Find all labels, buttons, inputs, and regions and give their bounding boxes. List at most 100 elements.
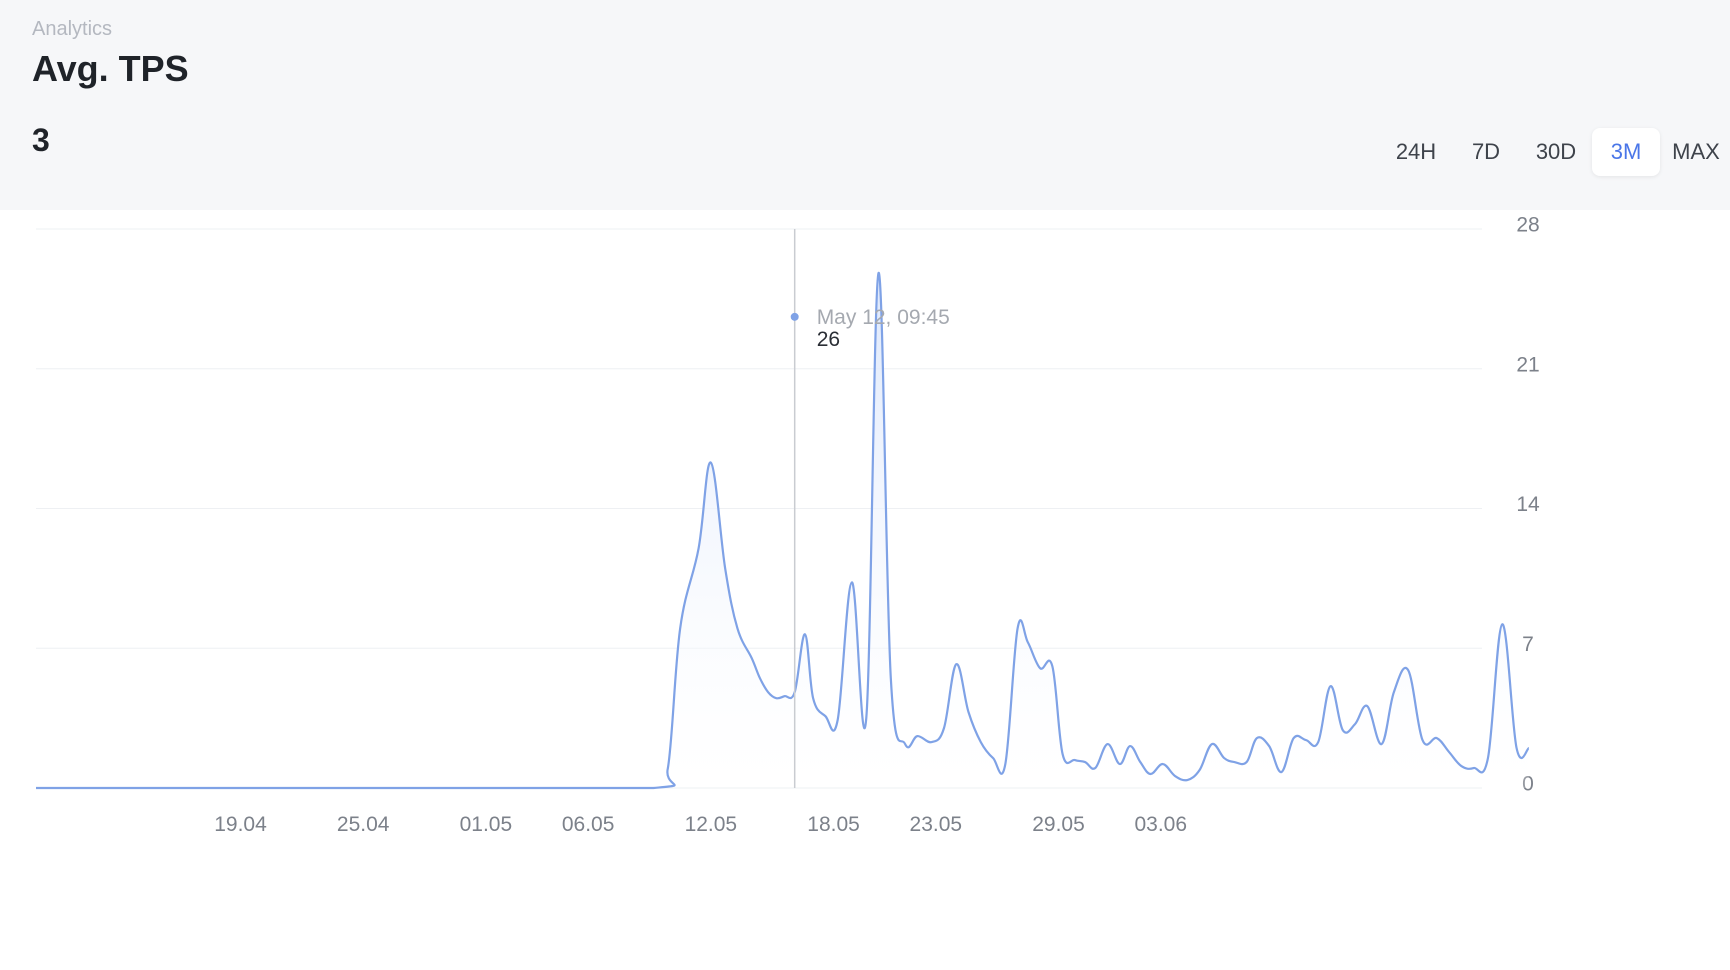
data-point-24 [904, 743, 906, 745]
tab-30d[interactable]: 30D [1535, 139, 1577, 164]
data-point-55 [1268, 745, 1270, 747]
data-point-72 [1487, 757, 1489, 759]
tps-chart[interactable]: 0714212819.0425.0401.0506.0512.0518.0523… [32, 210, 1730, 970]
x-tick-label: 23.05 [910, 813, 963, 836]
data-point-44 [1139, 761, 1141, 763]
data-point-59 [1317, 741, 1319, 743]
data-point-74 [1516, 747, 1518, 749]
tooltip-date: May 12, 09:45 [817, 306, 950, 329]
data-point-70 [1460, 765, 1462, 767]
y-tick-label-14: 14 [1516, 493, 1540, 516]
data-point-43 [1129, 745, 1131, 747]
hover-point [790, 312, 799, 321]
data-point-40 [1094, 767, 1096, 769]
data-point-75 [1528, 747, 1530, 749]
data-point-66 [1407, 669, 1409, 671]
data-point-49 [1199, 769, 1201, 771]
x-tick-label: 19.04 [214, 813, 267, 836]
data-point-45 [1150, 773, 1152, 775]
data-point-52 [1233, 761, 1235, 763]
series-line [36, 271, 1530, 790]
x-tick-label: 03.06 [1134, 813, 1187, 836]
y-tick-label-28: 28 [1516, 214, 1539, 237]
data-point-62 [1354, 723, 1356, 725]
data-point-69 [1448, 751, 1450, 753]
y-tick-label-21: 21 [1516, 353, 1539, 376]
data-point-14 [783, 695, 785, 697]
tooltip-value: 26 [817, 328, 840, 351]
data-point-6 [698, 547, 700, 549]
data-point-46 [1162, 763, 1164, 765]
data-point-53 [1246, 761, 1248, 763]
tab-24h[interactable]: 24H [1395, 139, 1437, 164]
x-tick-label: 25.04 [337, 813, 390, 836]
tab-3m[interactable]: 3M [1592, 128, 1660, 176]
data-point-58 [1305, 739, 1307, 741]
tab-7d[interactable]: 7D [1471, 139, 1501, 164]
x-tick-label: 01.05 [460, 813, 513, 836]
data-point-11 [759, 677, 761, 679]
data-point-60 [1329, 685, 1331, 687]
data-point-68 [1436, 737, 1438, 739]
tab-max[interactable]: MAX [1672, 139, 1720, 164]
data-point-57 [1293, 737, 1295, 739]
data-point-18 [824, 715, 826, 717]
data-point-26 [931, 741, 933, 743]
x-tick-label: 12.05 [685, 813, 738, 836]
data-point-2 [444, 787, 446, 789]
x-tick-label: 29.05 [1032, 813, 1085, 836]
data-point-39 [1084, 761, 1086, 763]
data-point-32 [1004, 763, 1006, 765]
data-point-7 [710, 462, 712, 464]
data-point-28 [955, 663, 957, 665]
series-area [36, 272, 1529, 788]
data-point-10 [751, 657, 753, 659]
data-point-71 [1473, 767, 1475, 769]
data-point-33 [1017, 627, 1019, 629]
data-point-48 [1186, 779, 1188, 781]
data-point-65 [1393, 691, 1395, 693]
data-point-63 [1366, 705, 1368, 707]
data-point-20 [851, 581, 853, 583]
x-tick-label: 06.05 [562, 813, 615, 836]
data-point-30 [980, 741, 982, 743]
data-point-29 [968, 711, 970, 713]
data-point-38 [1074, 759, 1076, 761]
data-point-64 [1381, 743, 1383, 745]
data-point-17 [812, 697, 814, 699]
data-point-9 [736, 627, 738, 629]
data-point-61 [1342, 729, 1344, 731]
data-point-5 [679, 627, 681, 629]
page-title: Avg. TPS [32, 48, 189, 89]
data-point-13 [775, 697, 777, 699]
data-point-19 [837, 719, 839, 721]
data-point-3 [653, 787, 655, 789]
data-point-12 [767, 691, 769, 693]
data-point-67 [1422, 739, 1424, 741]
chart-canvas[interactable]: 0714212819.0425.0401.0506.0512.0518.0523… [32, 210, 1730, 910]
data-point-16 [804, 633, 806, 635]
data-point-25 [916, 735, 918, 737]
data-point-41 [1107, 743, 1109, 745]
data-point-42 [1119, 763, 1121, 765]
x-tick-label: 18.05 [807, 813, 860, 836]
data-point-22 [878, 272, 880, 274]
time-range-tabs: 24H 7D 30D 3M MAX [1382, 128, 1730, 176]
data-point-21 [865, 717, 867, 719]
current-tps-value: 3 [32, 122, 50, 158]
data-point-51 [1223, 757, 1225, 759]
data-point-0 [35, 787, 37, 789]
data-point-1 [240, 787, 242, 789]
data-point-56 [1280, 771, 1282, 773]
data-point-54 [1256, 737, 1258, 739]
data-point-37 [1062, 753, 1064, 755]
data-point-73 [1501, 623, 1503, 625]
y-tick-label-7: 7 [1522, 633, 1534, 656]
data-point-4 [667, 767, 669, 769]
data-point-8 [724, 567, 726, 569]
data-point-31 [992, 757, 994, 759]
data-point-47 [1174, 775, 1176, 777]
data-point-35 [1039, 667, 1041, 669]
section-eyebrow: Analytics [32, 18, 113, 40]
